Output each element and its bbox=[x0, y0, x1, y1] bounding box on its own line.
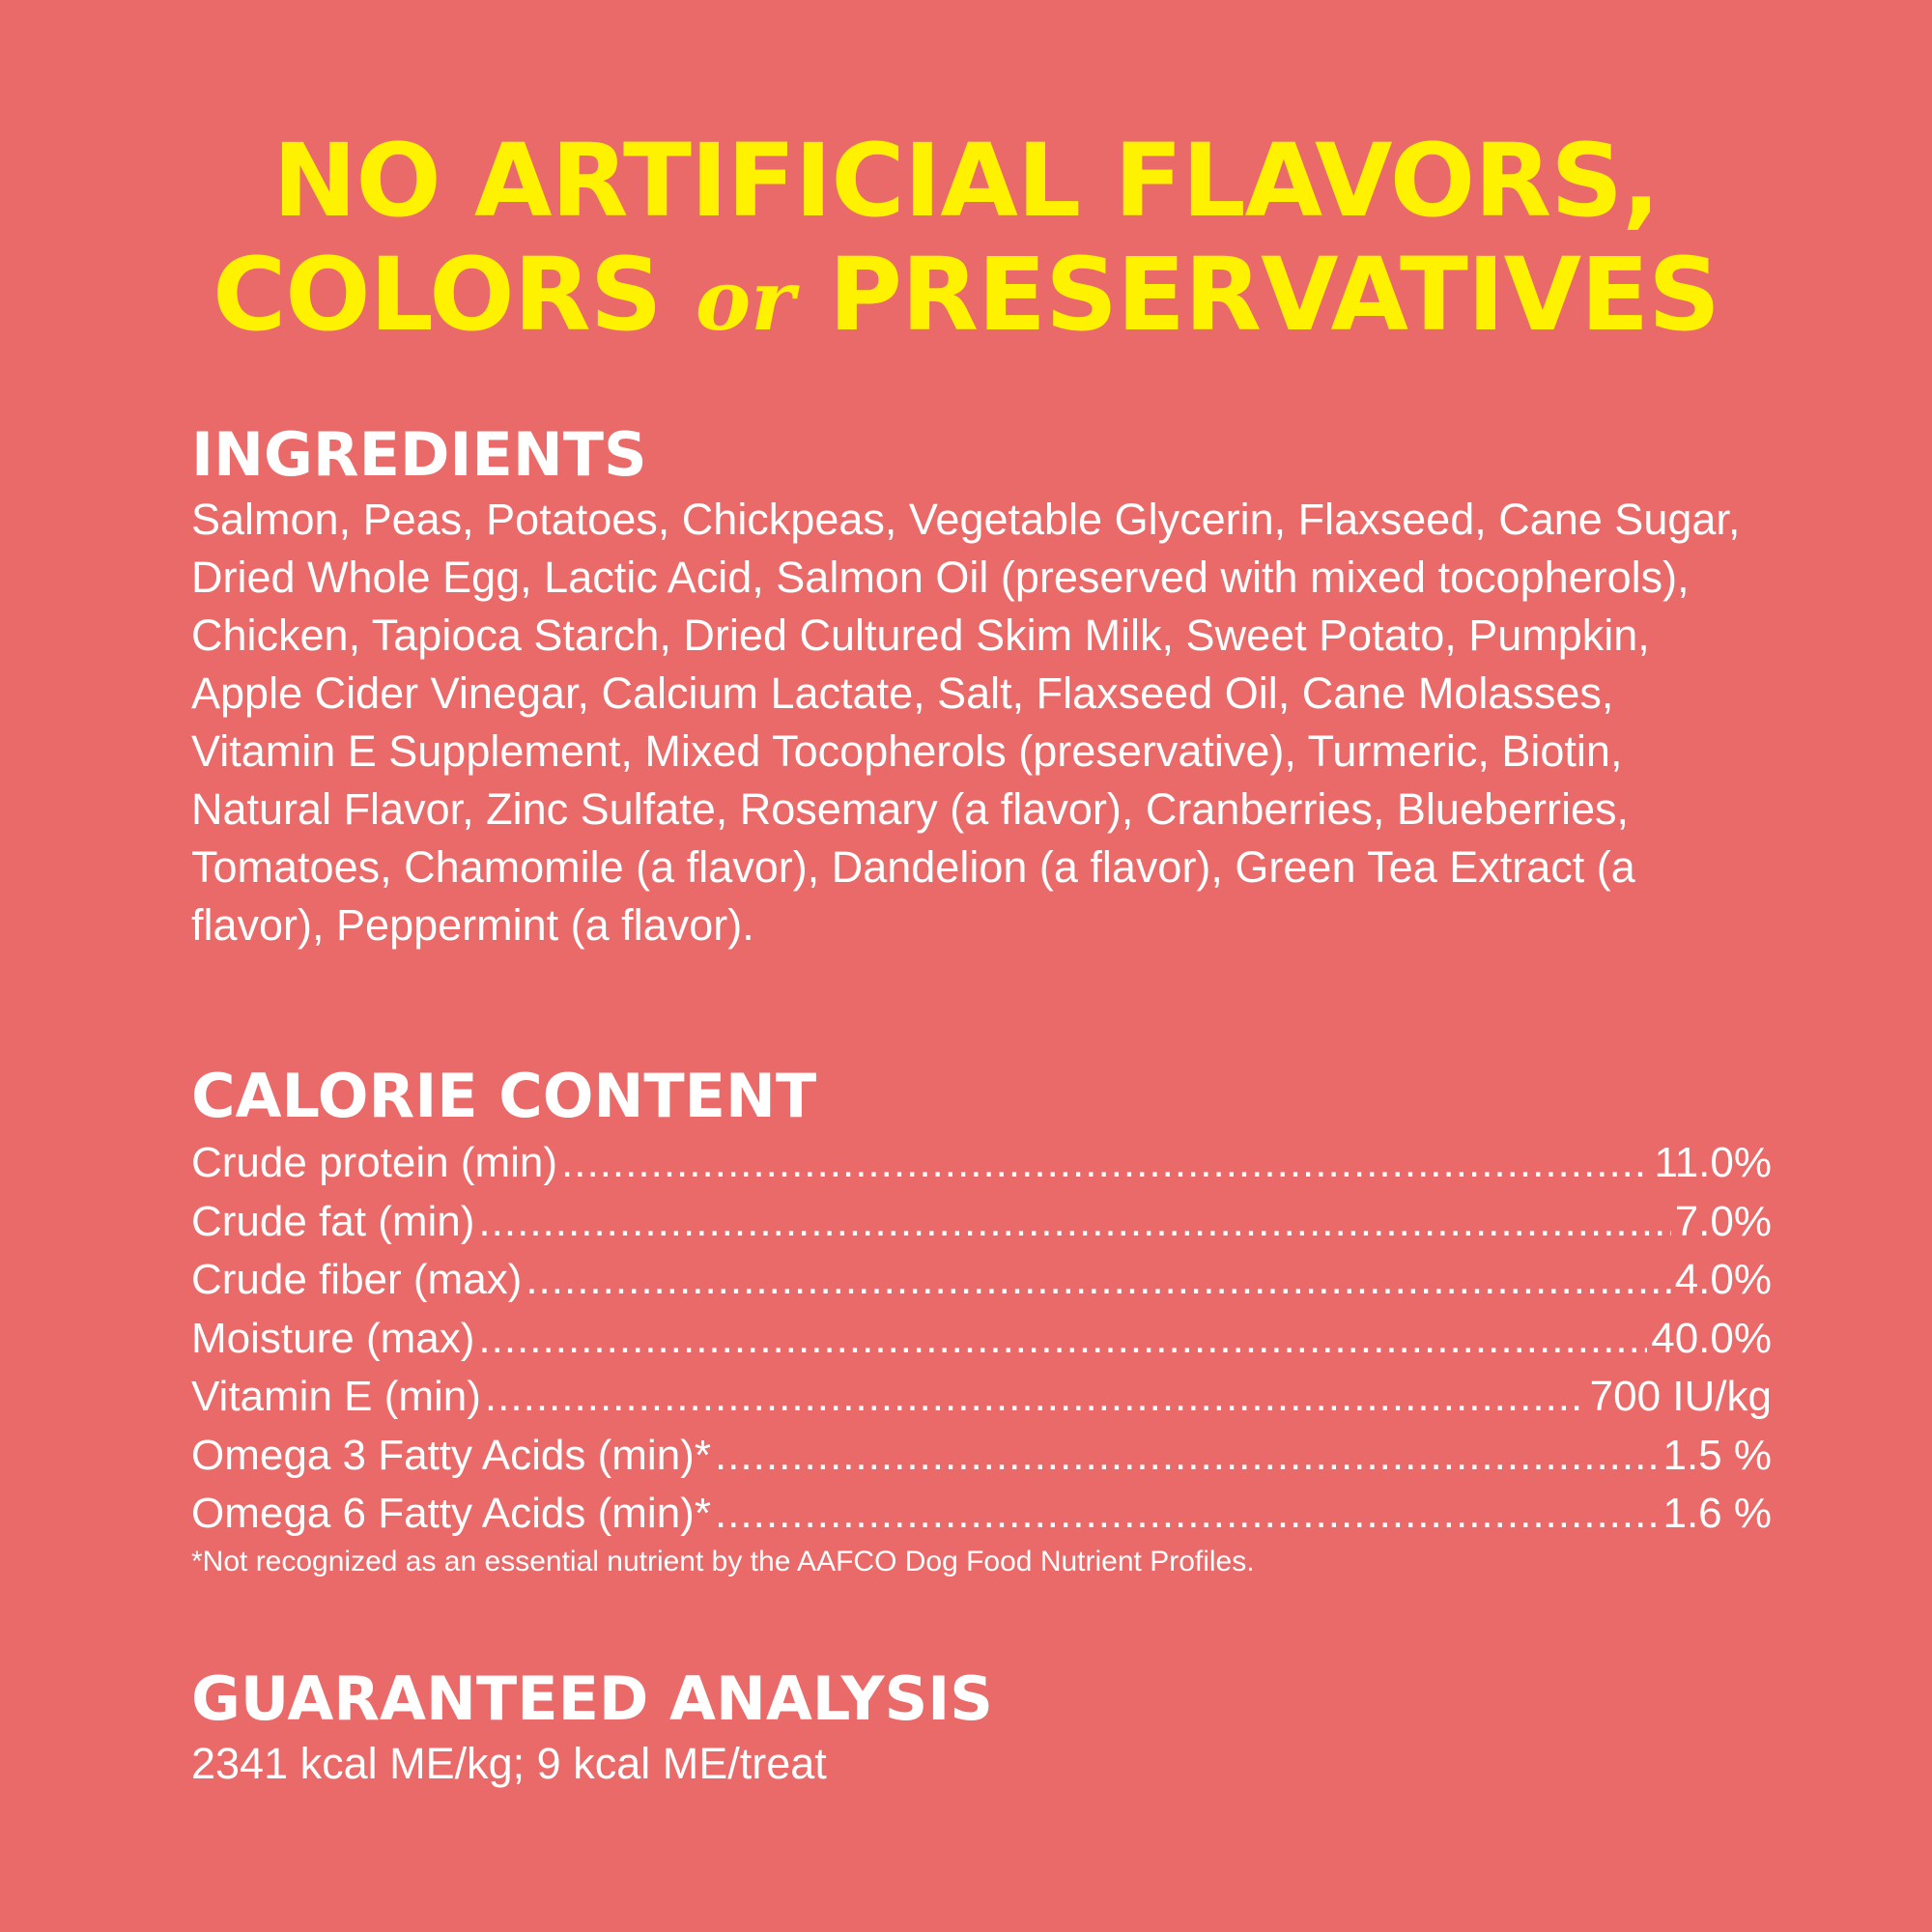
headline-colors: COLORS bbox=[212, 236, 663, 354]
calorie-content-title: CALORIE CONTENT bbox=[191, 1061, 817, 1131]
nutrient-value: 1.5 % bbox=[1662, 1431, 1772, 1479]
footnote: *Not recognized as an essential nutrient… bbox=[191, 1545, 1255, 1577]
guaranteed-analysis-title: GUARANTEED ANALYSIS bbox=[191, 1663, 993, 1734]
nutrient-label: Omega 3 Fatty Acids (min)* bbox=[191, 1431, 711, 1479]
headline-line-1: NO ARTIFICIAL FLAVORS, bbox=[272, 122, 1660, 240]
nutrient-label: Crude fat (min) bbox=[191, 1197, 475, 1245]
nutrient-value: 1.6 % bbox=[1662, 1490, 1772, 1537]
calorie-content-section: CALORIE CONTENT Crude protein (min) 11.0… bbox=[191, 1063, 1776, 1580]
dot-leader bbox=[715, 1427, 1660, 1486]
ingredients-title: INGREDIENTS bbox=[191, 419, 647, 490]
dot-leader bbox=[526, 1251, 1670, 1310]
nutrient-row: Crude fiber (max) 4.0% bbox=[191, 1251, 1772, 1310]
nutrient-value: 7.0% bbox=[1674, 1197, 1772, 1245]
nutrient-row: Omega 3 Fatty Acids (min)* 1.5 % bbox=[191, 1427, 1772, 1486]
nutrient-value: 40.0% bbox=[1651, 1314, 1772, 1362]
nutrient-label: Moisture (max) bbox=[191, 1314, 475, 1362]
nutrient-row: Crude fat (min) 7.0% bbox=[191, 1193, 1772, 1252]
dot-leader bbox=[561, 1134, 1650, 1193]
headline: NO ARTIFICIAL FLAVORS, COLORS or PRESERV… bbox=[0, 124, 1932, 358]
nutrient-value: 700 IU/kg bbox=[1589, 1373, 1772, 1420]
dot-leader bbox=[478, 1310, 1647, 1369]
nutrient-label: Crude protein (min) bbox=[191, 1139, 558, 1186]
guaranteed-analysis-section: GUARANTEED ANALYSIS 2341 kcal ME/kg; 9 k… bbox=[191, 1665, 1776, 1793]
nutrient-value: 4.0% bbox=[1674, 1256, 1772, 1303]
nutrient-table: Crude protein (min) 11.0% Crude fat (min… bbox=[191, 1134, 1776, 1544]
nutrient-label: Crude fiber (max) bbox=[191, 1256, 523, 1303]
ingredients-section: INGREDIENTS Salmon, Peas, Potatoes, Chic… bbox=[191, 421, 1776, 954]
nutrient-row: Vitamin E (min) 700 IU/kg bbox=[191, 1368, 1772, 1427]
nutrient-row: Moisture (max) 40.0% bbox=[191, 1310, 1772, 1369]
nutrient-row: Crude protein (min) 11.0% bbox=[191, 1134, 1772, 1193]
nutrient-value: 11.0% bbox=[1654, 1139, 1773, 1186]
headline-line-2: COLORS or PRESERVATIVES bbox=[0, 238, 1932, 358]
nutrient-label: Omega 6 Fatty Acids (min)* bbox=[191, 1490, 711, 1537]
nutrient-label: Vitamin E (min) bbox=[191, 1373, 481, 1420]
ingredients-list: Salmon, Peas, Potatoes, Chickpeas, Veget… bbox=[191, 495, 1741, 950]
headline-connector: or bbox=[695, 252, 795, 350]
dot-leader bbox=[715, 1485, 1660, 1544]
headline-preservatives: PRESERVATIVES bbox=[828, 236, 1720, 354]
guaranteed-analysis-value: 2341 kcal ME/kg; 9 kcal ME/treat bbox=[191, 1739, 827, 1788]
dot-leader bbox=[478, 1193, 1670, 1252]
nutrient-row: Omega 6 Fatty Acids (min)* 1.6 % bbox=[191, 1485, 1772, 1544]
dot-leader bbox=[485, 1368, 1586, 1427]
